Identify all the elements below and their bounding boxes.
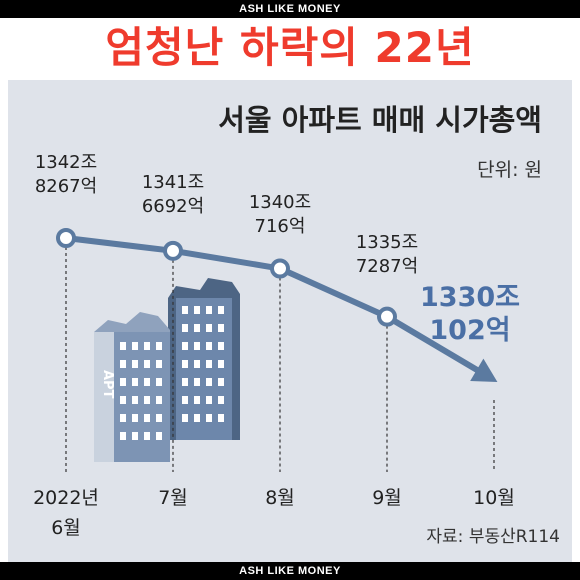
data-label: 1335조 [356, 232, 418, 253]
chart-panel: 서울 아파트 매매 시가총액 단위: 원 [8, 80, 572, 562]
x-tick-label: 8월 [265, 487, 295, 509]
source-label: 자료: 부동산R114 [426, 527, 560, 547]
data-label: 716억 [255, 216, 306, 237]
data-point-marker [270, 258, 290, 279]
x-tick-label: 7월 [158, 487, 188, 509]
vertical-guide-lines [65, 247, 495, 472]
series-arrowhead [470, 358, 498, 383]
data-label: 1341조 [142, 172, 204, 193]
series-segment [384, 313, 485, 376]
data-label: 1342조 [35, 152, 97, 173]
x-tick-label: 10월 [473, 487, 515, 509]
series-segment [170, 247, 283, 272]
data-label: 1340조 [249, 192, 311, 213]
series-segment [63, 235, 176, 254]
data-point-marker [163, 240, 183, 261]
x-tick-label: 2022년 [33, 487, 99, 509]
data-label: 1330조 [420, 282, 520, 313]
chart-title: 서울 아파트 매매 시가총액 [218, 103, 542, 137]
bottom-brand-bar: ASH LIKE MONEY [0, 562, 580, 580]
data-label: 102억 [429, 315, 510, 346]
apartment-building-illustration: APT [94, 278, 240, 462]
line-chart: 서울 아파트 매매 시가총액 단위: 원 [33, 103, 560, 547]
unit-label: 단위: 원 [477, 159, 542, 181]
building-apt-lettering: APT [100, 370, 115, 399]
x-tick-label: 9월 [372, 487, 402, 509]
data-point-marker [56, 228, 76, 248]
headline: 엄청난 하락의 22년 [105, 23, 475, 72]
series-line [56, 228, 498, 383]
x-axis-tick-labels: 2022년 6월 7월 8월 9월 10월 [33, 487, 515, 539]
data-label: 6692억 [142, 196, 204, 217]
series-segment [277, 265, 390, 320]
data-point-marker [377, 306, 397, 327]
data-label: 7287억 [356, 256, 418, 277]
top-brand-bar: ASH LIKE MONEY [0, 0, 580, 18]
x-tick-label: 6월 [51, 517, 81, 539]
data-label: 8267억 [35, 176, 97, 197]
